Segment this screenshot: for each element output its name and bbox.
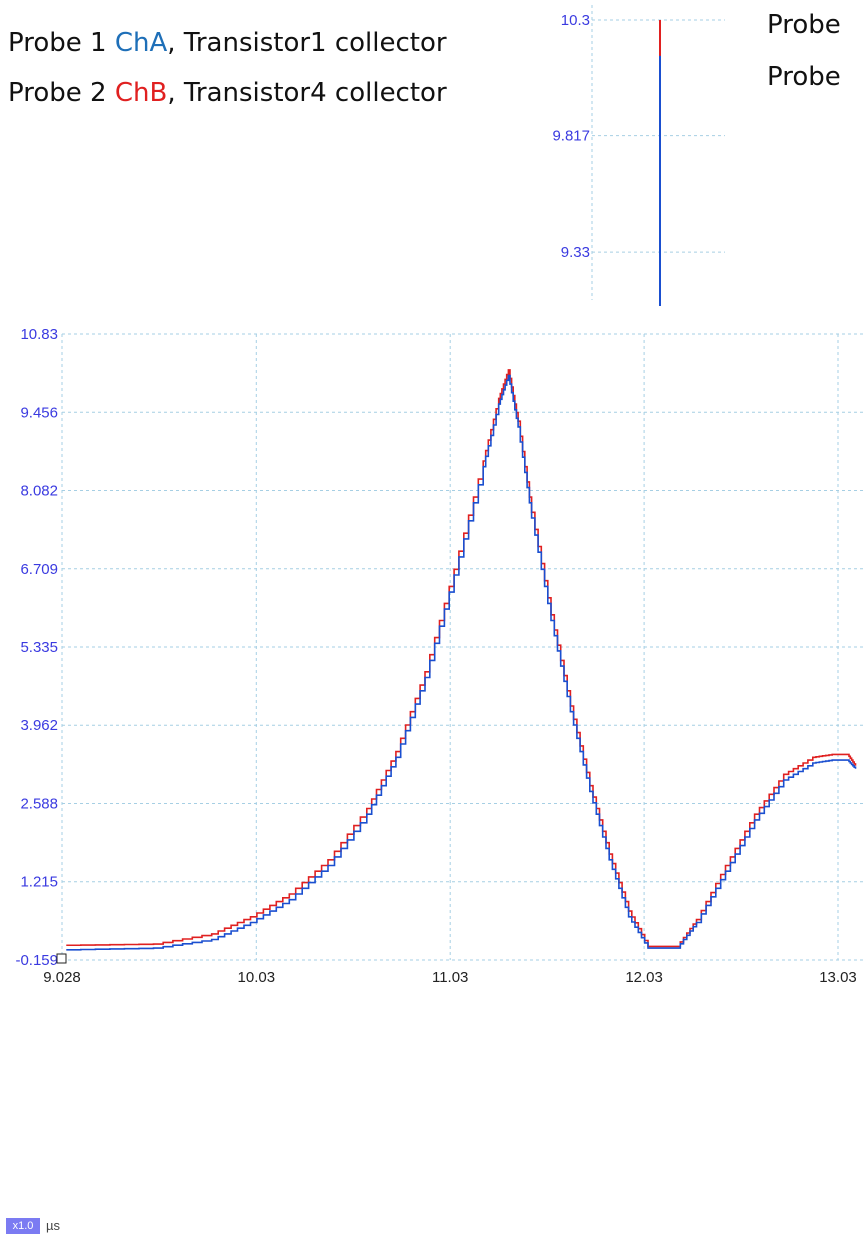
main-x-tick-label: 9.028 — [43, 969, 81, 986]
caption-probe2: Probe 2 ChB, Transistor4 collector — [8, 78, 447, 108]
inset-y-tick-label: 9.33 — [561, 244, 590, 261]
main-x-tick-label: 11.03 — [432, 969, 468, 986]
caption-probe1: Probe 1 ChA, Transistor1 collector — [8, 28, 447, 58]
inset-chart: 10.3 9.817 9.33 — [552, 5, 725, 306]
caption-probe2-prefix: Probe 2 — [8, 78, 115, 108]
main-y-tick-label: 1.215 — [20, 874, 58, 891]
caption-right-2: Probe — [767, 62, 841, 92]
main-y-tick-label: 3.962 — [20, 717, 58, 734]
caption-channel-b: ChB — [114, 78, 168, 108]
zoom-badge[interactable]: x1.0 — [6, 1218, 40, 1234]
main-x-tick-label: 13.03 — [819, 969, 857, 986]
caption-probe1-suffix: , Transistor1 collector — [167, 28, 447, 58]
main-grid — [61, 333, 865, 961]
series-cha-line — [66, 374, 857, 951]
main-chart: 10.83 9.456 8.082 6.709 5.335 3.962 2.588 1.215… — [15, 326, 865, 986]
main-y-tick-label: -0.159 — [15, 952, 58, 969]
main-x-tick-label: 12.03 — [625, 969, 663, 986]
main-x-tick-label: 10.03 — [238, 969, 276, 986]
caption-probe1-prefix: Probe 1 — [8, 28, 115, 58]
main-y-tick-label: 8.082 — [20, 483, 58, 500]
main-y-tick-label: 5.335 — [20, 639, 58, 656]
main-y-tick-label: 2.588 — [20, 796, 58, 813]
main-y-tick-label: 6.709 — [20, 561, 58, 578]
caption-channel-a: ChA — [114, 28, 168, 58]
x-unit-label: µs — [46, 1218, 60, 1233]
inset-grid — [591, 5, 725, 300]
series-chb-line — [66, 369, 857, 948]
origin-marker[interactable] — [56, 953, 67, 964]
main-y-tick-label: 9.456 — [20, 404, 58, 421]
caption-right-1: Probe — [767, 10, 841, 40]
inset-y-tick-label: 10.3 — [561, 12, 590, 29]
caption-probe2-suffix: , Transistor4 collector — [167, 78, 447, 108]
main-y-tick-label: 10.83 — [20, 326, 58, 343]
inset-y-tick-label: 9.817 — [552, 128, 590, 145]
